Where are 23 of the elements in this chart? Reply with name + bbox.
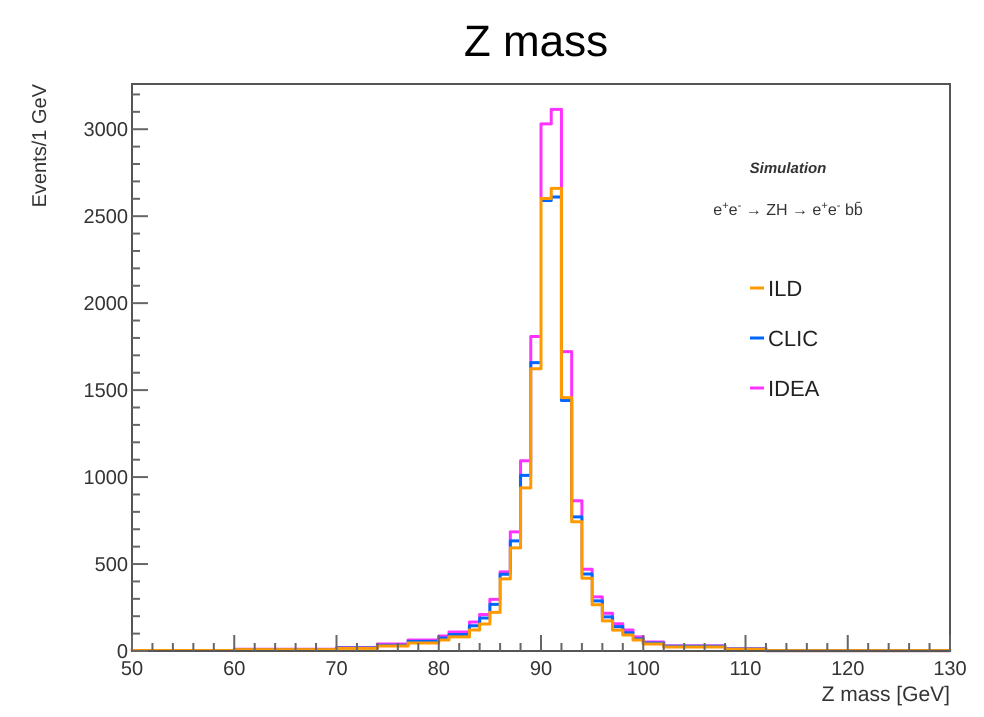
text: e$^{+}$e$^{-}$ → ZH → e$^{+}$e$^{-}$ bb̄: [713, 200, 863, 219]
x-tick-label: 130: [933, 658, 967, 680]
annotation: Simulation: [750, 160, 826, 177]
y-axis-title: Events/1 GeV: [29, 83, 51, 208]
legend-label: ILD: [768, 276, 802, 301]
x-tick-label: 60: [223, 658, 246, 680]
x-tick-label: 80: [428, 658, 450, 680]
legend-label: CLIC: [768, 326, 818, 351]
y-tick-label: 500: [94, 554, 128, 576]
x-tick-label: 100: [626, 658, 660, 680]
x-axis-title: Z mass [GeV]: [822, 683, 950, 706]
x-tick-label: 90: [530, 658, 552, 680]
x-tick-label: 110: [730, 658, 762, 680]
y-tick-label: 1500: [84, 380, 128, 402]
y-tick-label: 2000: [84, 293, 128, 316]
chart-title: Z mass: [464, 17, 608, 66]
y-tick-label: 3000: [84, 119, 128, 142]
x-tick-label: 70: [325, 658, 348, 680]
x-tick-label: 50: [120, 658, 144, 680]
y-tick-label: 2500: [84, 206, 128, 228]
y-tick-label: 1000: [84, 467, 128, 490]
legend-label: IDEA: [768, 376, 820, 401]
x-tick-label: 120: [831, 658, 864, 680]
